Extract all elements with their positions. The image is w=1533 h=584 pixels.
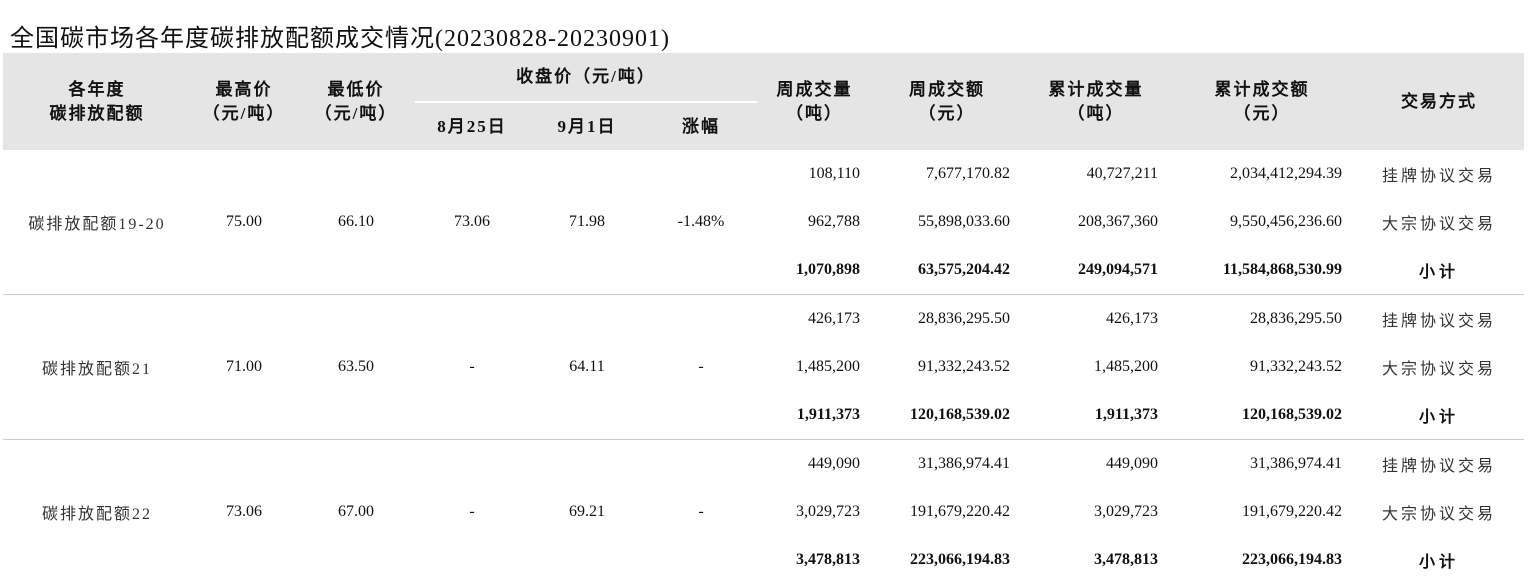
- table-header: 各年度 碳排放配额 最高价 （元/吨） 最低价 （元/吨） 收盘价（元/吨） 周…: [3, 53, 1524, 150]
- week-amount: 120,168,539.02: [872, 391, 1022, 440]
- trade-method: 挂牌协议交易: [1354, 440, 1524, 489]
- trade-method: 大宗协议交易: [1354, 488, 1524, 536]
- week-amount: 91,332,243.52: [872, 343, 1022, 391]
- trade-method: 挂牌协议交易: [1354, 295, 1524, 344]
- cum-volume: 3,478,813: [1022, 536, 1170, 584]
- price-change: -1.48%: [645, 150, 757, 295]
- week-amount: 63,575,204.42: [872, 246, 1022, 295]
- trade-method: 挂牌协议交易: [1354, 150, 1524, 198]
- week-volume: 1,070,898: [757, 246, 872, 295]
- carbon-allowance-table: 各年度 碳排放配额 最高价 （元/吨） 最低价 （元/吨） 收盘价（元/吨） 周…: [3, 53, 1524, 584]
- close-sep1: 71.98: [529, 150, 645, 295]
- col-header-close-group: 收盘价（元/吨）: [415, 53, 757, 102]
- trade-method: 大宗协议交易: [1354, 343, 1524, 391]
- low-price: 66.10: [297, 150, 415, 295]
- week-amount: 191,679,220.42: [872, 488, 1022, 536]
- trade-method: 小计: [1354, 246, 1524, 295]
- col-header-change: 涨幅: [645, 102, 757, 150]
- allowance-name: 碳排放配额21: [3, 295, 191, 440]
- col-header-week-volume: 周成交量 （吨）: [757, 53, 872, 150]
- week-amount: 7,677,170.82: [872, 150, 1022, 198]
- week-volume: 426,173: [757, 295, 872, 344]
- table-row: 碳排放配额21 71.00 63.50 - 64.11 - 426,173 28…: [3, 295, 1524, 344]
- table-body: 碳排放配额19-20 75.00 66.10 73.06 71.98 -1.48…: [3, 150, 1524, 584]
- col-header-low: 最低价 （元/吨）: [297, 53, 415, 150]
- cum-amount: 11,584,868,530.99: [1170, 246, 1354, 295]
- col-header-allowance: 各年度 碳排放配额: [3, 53, 191, 150]
- cum-volume: 208,367,360: [1022, 198, 1170, 246]
- week-amount: 31,386,974.41: [872, 440, 1022, 489]
- trade-method: 小计: [1354, 536, 1524, 584]
- price-change: -: [645, 295, 757, 440]
- cum-amount: 191,679,220.42: [1170, 488, 1354, 536]
- cum-amount: 120,168,539.02: [1170, 391, 1354, 440]
- price-change: -: [645, 440, 757, 584]
- cum-volume: 1,911,373: [1022, 391, 1170, 440]
- high-price: 71.00: [191, 295, 297, 440]
- close-aug25: -: [415, 440, 529, 584]
- week-volume: 3,029,723: [757, 488, 872, 536]
- cum-volume: 40,727,211: [1022, 150, 1170, 198]
- week-volume: 108,110: [757, 150, 872, 198]
- col-header-trade-method: 交易方式: [1354, 53, 1524, 150]
- col-header-week-amount: 周成交额 （元）: [872, 53, 1022, 150]
- trade-method: 大宗协议交易: [1354, 198, 1524, 246]
- high-price: 75.00: [191, 150, 297, 295]
- trade-method: 小计: [1354, 391, 1524, 440]
- allowance-name: 碳排放配额19-20: [3, 150, 191, 295]
- cum-volume: 249,094,571: [1022, 246, 1170, 295]
- table-row: 碳排放配额19-20 75.00 66.10 73.06 71.98 -1.48…: [3, 150, 1524, 198]
- low-price: 67.00: [297, 440, 415, 584]
- low-price: 63.50: [297, 295, 415, 440]
- cum-amount: 91,332,243.52: [1170, 343, 1354, 391]
- high-price: 73.06: [191, 440, 297, 584]
- page-title: 全国碳市场各年度碳排放配额成交情况(20230828-20230901): [10, 18, 670, 53]
- cum-amount: 2,034,412,294.39: [1170, 150, 1354, 198]
- cum-volume: 449,090: [1022, 440, 1170, 489]
- close-sep1: 69.21: [529, 440, 645, 584]
- table-row: 碳排放配额22 73.06 67.00 - 69.21 - 449,090 31…: [3, 440, 1524, 489]
- cum-volume: 426,173: [1022, 295, 1170, 344]
- col-header-close-aug25: 8月25日: [415, 102, 529, 150]
- week-amount: 223,066,194.83: [872, 536, 1022, 584]
- close-sep1: 64.11: [529, 295, 645, 440]
- week-volume: 1,911,373: [757, 391, 872, 440]
- cum-amount: 28,836,295.50: [1170, 295, 1354, 344]
- week-amount: 28,836,295.50: [872, 295, 1022, 344]
- allowance-name: 碳排放配额22: [3, 440, 191, 584]
- close-aug25: -: [415, 295, 529, 440]
- week-volume: 449,090: [757, 440, 872, 489]
- col-header-cum-volume: 累计成交量 （吨）: [1022, 53, 1170, 150]
- cum-amount: 31,386,974.41: [1170, 440, 1354, 489]
- week-volume: 3,478,813: [757, 536, 872, 584]
- week-amount: 55,898,033.60: [872, 198, 1022, 246]
- week-volume: 1,485,200: [757, 343, 872, 391]
- col-header-cum-amount: 累计成交额 （元）: [1170, 53, 1354, 150]
- cum-amount: 223,066,194.83: [1170, 536, 1354, 584]
- close-aug25: 73.06: [415, 150, 529, 295]
- week-volume: 962,788: [757, 198, 872, 246]
- cum-volume: 3,029,723: [1022, 488, 1170, 536]
- col-header-high: 最高价 （元/吨）: [191, 53, 297, 150]
- cum-volume: 1,485,200: [1022, 343, 1170, 391]
- col-header-close-sep1: 9月1日: [529, 102, 645, 150]
- cum-amount: 9,550,456,236.60: [1170, 198, 1354, 246]
